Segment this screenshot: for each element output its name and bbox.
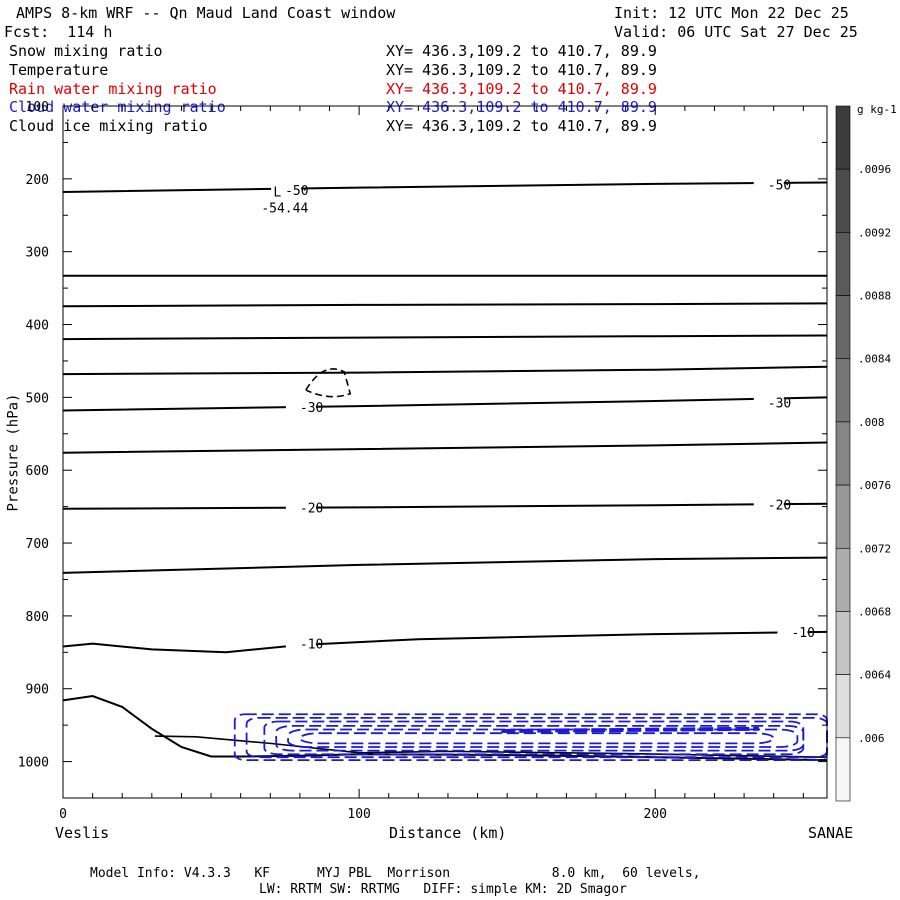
physics-info: LW: RRTM SW: RRTMG DIFF: simple KM: 2D S… (259, 882, 627, 897)
contour-label: -20 (768, 498, 791, 513)
temperature-contours (62, 181, 828, 654)
cloud-water-contour (275, 724, 805, 752)
colorbar-label: .008 (858, 416, 885, 429)
cloud-water-contours (233, 713, 828, 762)
colorbar: .0096 .0092 .0088 .0084 .008 .0076 .0072 .0068.… (835, 103, 897, 802)
init-time: Init: 12 UTC Mon 22 Dec 25 (614, 4, 849, 22)
contour-label: -50 (768, 179, 791, 194)
y-tick-label: 600 (26, 464, 49, 479)
x-tick-label: 100 (347, 807, 370, 822)
temperature-contour (62, 365, 828, 376)
field-name: Snow mixing ratio (9, 42, 163, 60)
colorbar-swatch (835, 358, 851, 423)
colorbar-label: .0092 (858, 226, 891, 239)
colorbar-swatch (835, 105, 851, 170)
colorbar-label: .0076 (858, 479, 891, 492)
temperature-contour (62, 502, 828, 510)
valid-time: Valid: 06 UTC Sat 27 Dec 25 (614, 23, 858, 41)
snow-contour (154, 735, 828, 759)
model-info: Model Info: V4.3.3 KF MYJ PBL Morrison 8… (90, 866, 701, 881)
contour-label: -50 (285, 184, 308, 199)
y-tick-label: 500 (26, 391, 49, 406)
colorbar-label: .0072 (858, 542, 891, 555)
chart-title: AMPS 8-km WRF -- Qn Maud Land Coast wind… (16, 4, 396, 22)
forecast-hour: Fcst: 114 h (4, 23, 113, 41)
contour-label-bg (753, 176, 784, 192)
y-tick-label: 300 (26, 246, 49, 261)
field-xy: XY= 436.3,109.2 to 410.7, 89.9 (386, 98, 657, 116)
x-tick-label: 0 (59, 807, 67, 822)
colorbar-swatch (835, 547, 851, 612)
contour-label-bg (271, 181, 302, 197)
contour-label-bg (753, 496, 784, 512)
temperature-contour (62, 630, 828, 654)
terrain-line (62, 694, 828, 762)
field-xy: XY= 436.3,109.2 to 410.7, 89.9 (386, 42, 657, 60)
colorbar-swatch (835, 484, 851, 549)
low-marker-value: -54.44 (261, 202, 308, 217)
contour-label-bg (285, 635, 316, 651)
temperature-contour (62, 556, 828, 574)
temperature-contour (62, 302, 828, 308)
colorbar-swatch (835, 295, 851, 360)
colorbar-swatch (835, 737, 851, 802)
contour-label-bg (753, 394, 784, 410)
cloud-water-contour (287, 728, 799, 748)
y-tick-label: 400 (26, 319, 49, 334)
contour-label: -10 (791, 626, 814, 641)
contour-label: -30 (300, 401, 323, 416)
field-name: Rain water mixing ratio (9, 80, 217, 98)
colorbar-swatch (835, 168, 851, 233)
axes: 100 200 300 400 500 600 700 800 900 1000 0 100 200 (18, 100, 827, 822)
y-tick-label: 800 (26, 610, 49, 625)
colorbar-label: .0088 (858, 290, 891, 303)
colorbar-label: .0068 (858, 605, 891, 618)
temperature-contour (62, 441, 828, 454)
y-tick-label: 700 (26, 537, 49, 552)
contour-label-bg (285, 398, 316, 414)
y-tick-label: 200 (26, 173, 49, 188)
contour-label: -20 (300, 501, 323, 516)
colorbar-swatch (835, 611, 851, 675)
colorbar-label: .0064 (858, 669, 891, 682)
y-tick-label: 1000 (18, 756, 49, 771)
colorbar-label: .006 (858, 732, 885, 745)
terrain-layer (62, 694, 828, 762)
contour-label: -30 (768, 396, 791, 411)
temperature-contour (62, 181, 828, 193)
colorbar-swatch (835, 232, 851, 296)
field-xy: XY= 436.3,109.2 to 410.7, 89.9 (386, 61, 657, 79)
y-tick-label: 100 (26, 100, 49, 115)
x-tick-label: 200 (644, 807, 667, 822)
field-xy: XY= 436.3,109.2 to 410.7, 89.9 (386, 80, 657, 98)
contour-label: -10 (300, 638, 323, 653)
field-xy: XY= 436.3,109.2 to 410.7, 89.9 (386, 117, 657, 135)
contour-label-bg (285, 499, 316, 515)
cloud-water-core (501, 726, 759, 733)
plot-frame (62, 105, 828, 799)
contour-labels: -50 -50 -30 -30 -20 -20 -10 -10 L-54.44 (261, 176, 815, 653)
field-name: Cloud water mixing ratio (9, 98, 226, 116)
colorbar-label: .0084 (858, 353, 891, 366)
field-name: Cloud ice mixing ratio (9, 117, 208, 135)
colorbar-swatch (835, 421, 851, 486)
colorbar-unit: g kg-1 (857, 103, 897, 116)
temperature-contour (62, 334, 828, 341)
y-axis-label: Pressure (hPa) (5, 393, 22, 512)
y-tick-label: 900 (26, 683, 49, 698)
endpoint-left: Veslis (55, 824, 110, 842)
colorbar-swatch (835, 674, 851, 739)
contour-label-bg (777, 623, 808, 639)
x-axis-label: Distance (km) (389, 824, 507, 842)
cloud-water-contour (298, 732, 775, 745)
endpoint-right: SANAE (808, 824, 854, 842)
temperature-closed-contour (305, 368, 352, 398)
low-marker-letter: L (273, 186, 281, 201)
temperature-contour (62, 396, 828, 412)
field-name: Temperature (9, 61, 109, 79)
colorbar-label: .0096 (858, 163, 891, 176)
